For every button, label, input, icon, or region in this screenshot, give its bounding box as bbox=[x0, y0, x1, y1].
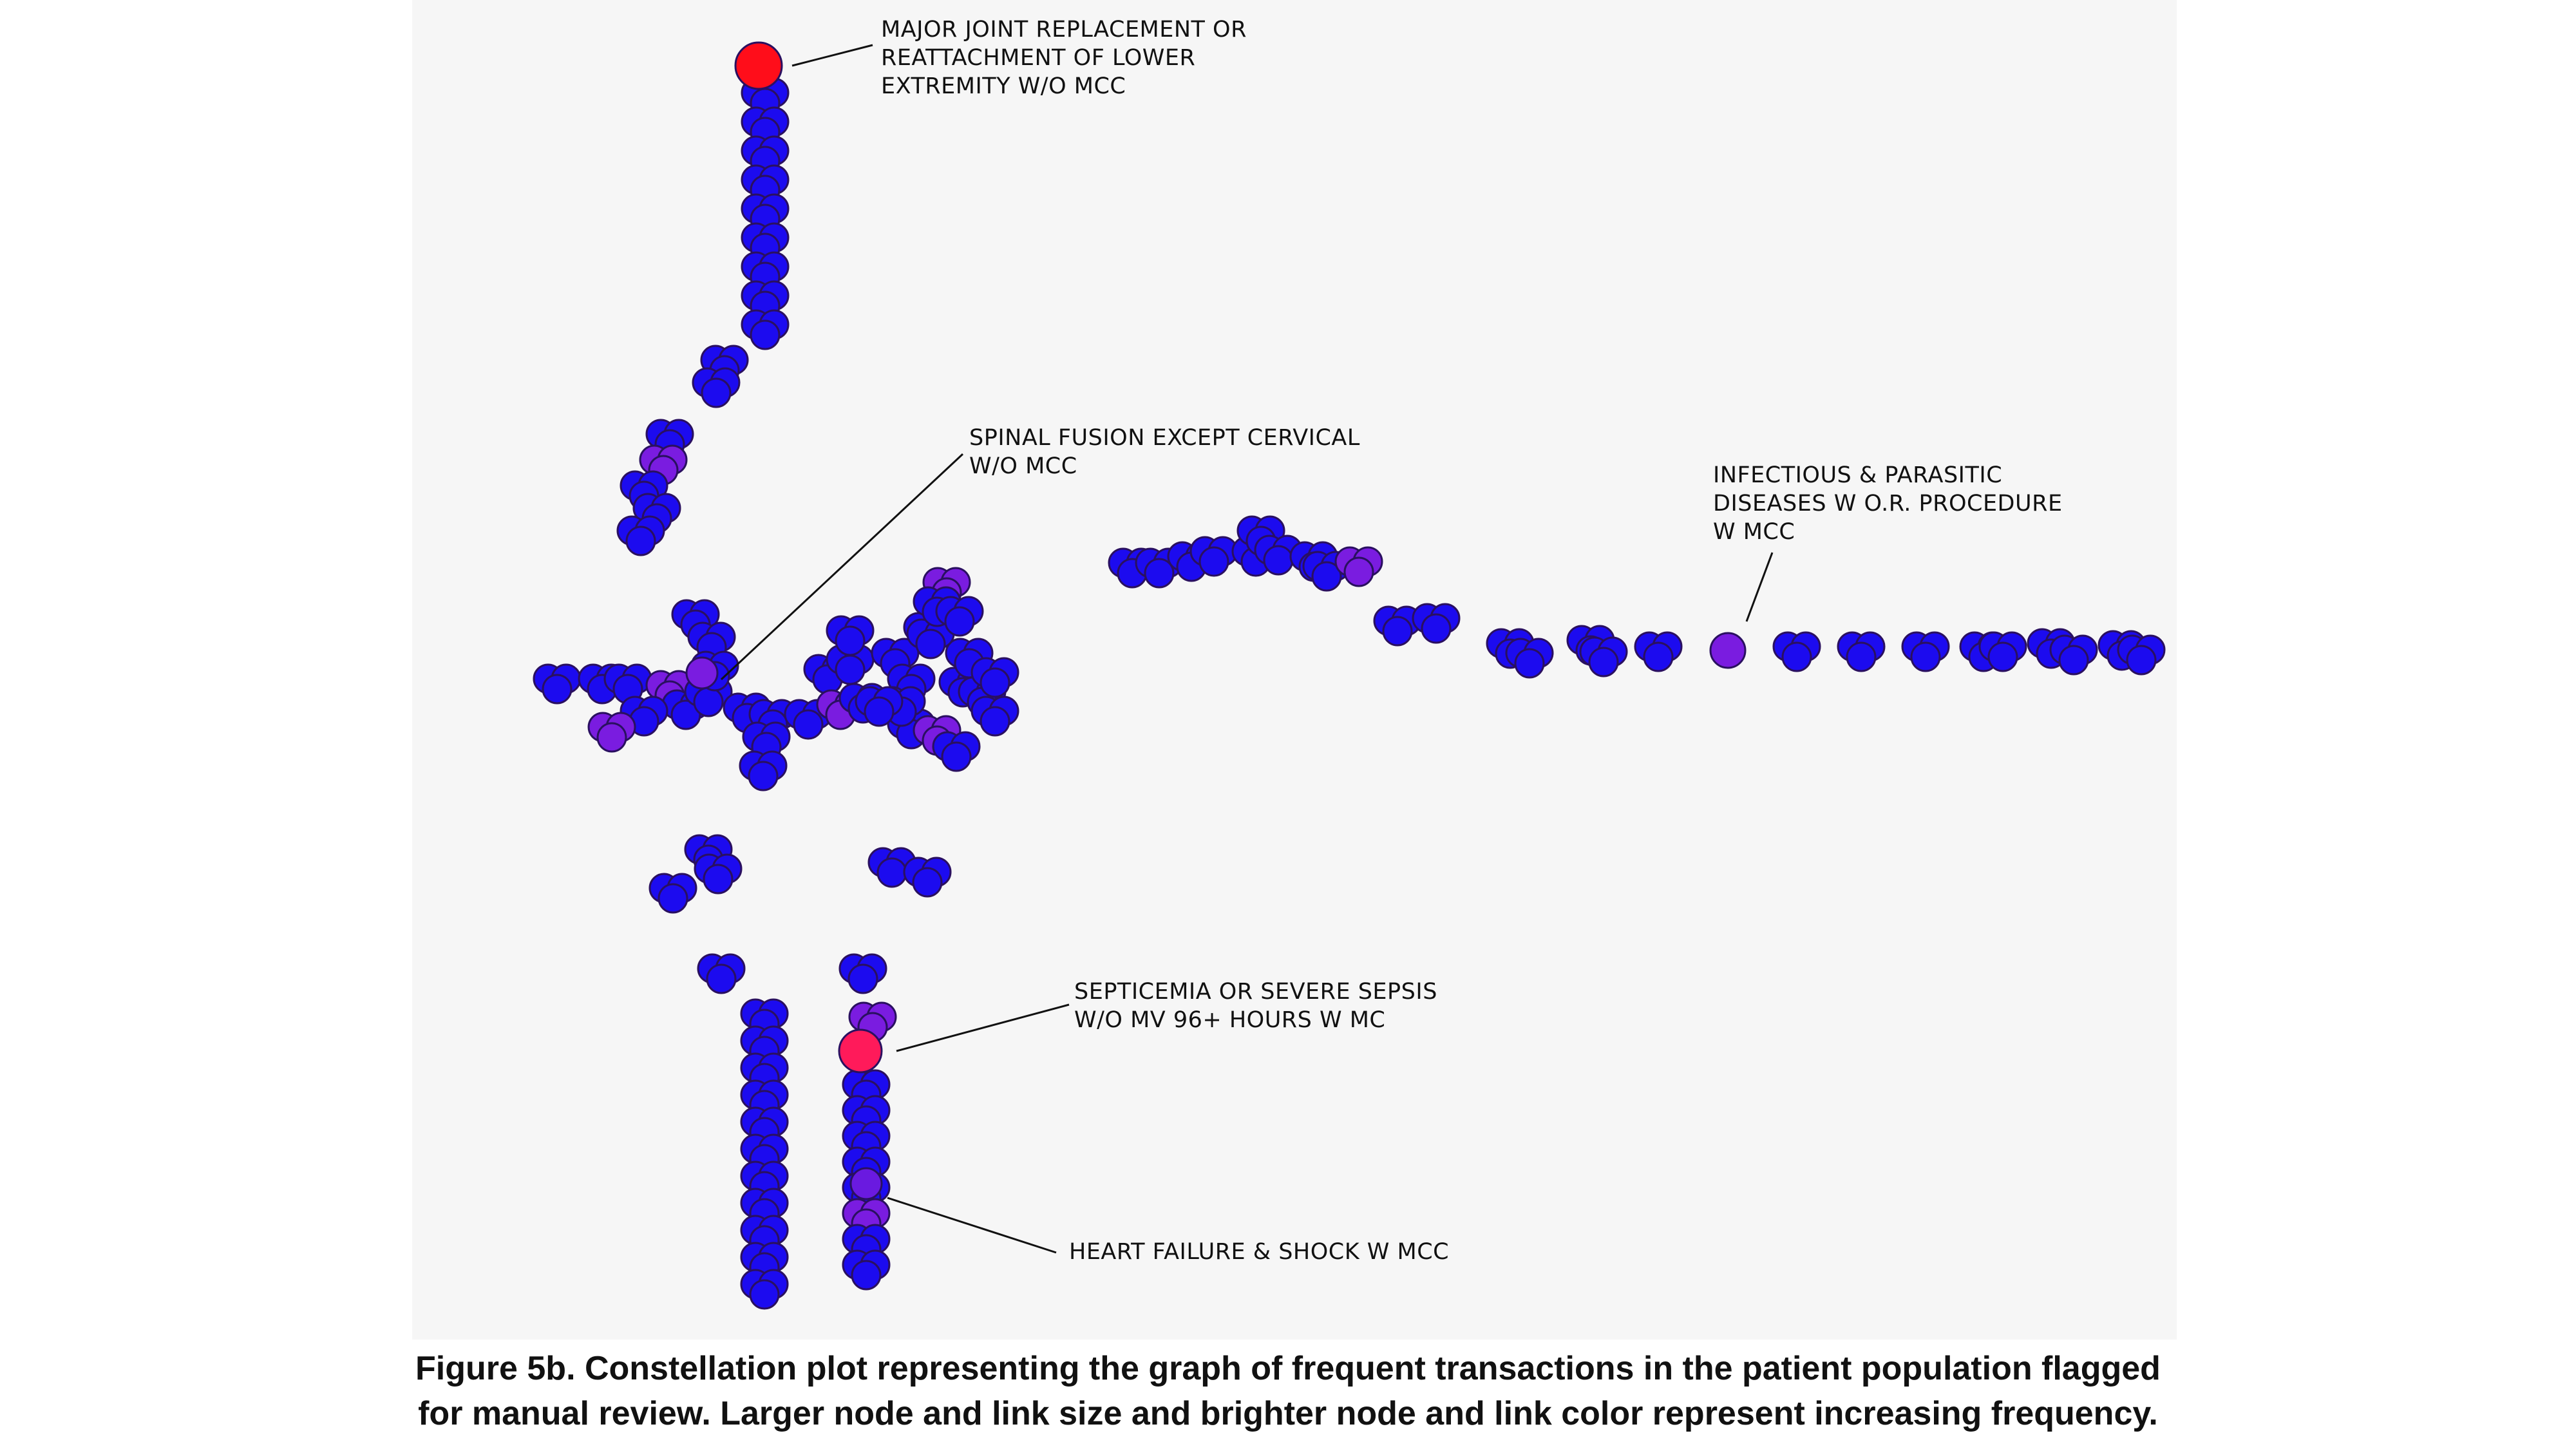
graph-node bbox=[941, 741, 972, 772]
graph-node bbox=[1781, 641, 1812, 672]
node-major-joint bbox=[734, 41, 783, 90]
graph-node bbox=[1910, 641, 1941, 672]
graph-node bbox=[848, 963, 878, 994]
figure-caption: Figure 5b. Constellation plot representi… bbox=[0, 1346, 2576, 1436]
graph-node bbox=[750, 319, 781, 350]
node-spinal-fusion bbox=[685, 656, 719, 690]
graph-node bbox=[596, 722, 627, 753]
annotation-spinal-fusion: SPINAL FUSION EXCEPT CERVICAL W/O MCC bbox=[969, 425, 1360, 479]
graph-node bbox=[1514, 648, 1545, 679]
graph-node bbox=[851, 1260, 882, 1291]
graph-node bbox=[706, 963, 737, 994]
caption-line-2: for manual review. Larger node and link … bbox=[418, 1395, 2158, 1432]
graph-node bbox=[1263, 545, 1294, 576]
graph-node bbox=[1144, 558, 1175, 589]
graph-node bbox=[1382, 616, 1413, 647]
graph-node bbox=[693, 687, 724, 717]
leader-septicemia bbox=[896, 1003, 1070, 1052]
graph-node bbox=[876, 857, 907, 888]
annotation-major-joint: MAJOR JOINT REPLACEMENT OR REATTACHMENT … bbox=[881, 17, 1247, 99]
graph-node bbox=[1343, 556, 1374, 587]
graph-node bbox=[1421, 613, 1452, 644]
graph-node bbox=[2058, 645, 2089, 676]
graph-node bbox=[980, 706, 1010, 737]
constellation-plot bbox=[533, 41, 2166, 1310]
graph-node bbox=[864, 696, 895, 727]
graph-node bbox=[1588, 647, 1619, 677]
annotation-heart-failure: HEART FAILURE & SHOCK W MCC bbox=[1069, 1239, 1450, 1265]
graph-node bbox=[793, 709, 824, 740]
leader-spinal-fusion bbox=[720, 453, 964, 681]
graph-node bbox=[1311, 561, 1342, 592]
leader-lines bbox=[720, 44, 1774, 1254]
graph-node bbox=[1846, 641, 1877, 672]
graph-node bbox=[912, 867, 943, 898]
graph-node bbox=[2126, 645, 2157, 676]
leader-infectious bbox=[1745, 552, 1774, 622]
graph-node bbox=[835, 654, 866, 685]
annotation-septicemia: SEPTICEMIA OR SEVERE SEPSIS W/O MV 96+ H… bbox=[1074, 979, 1437, 1033]
leader-heart-failure bbox=[887, 1197, 1057, 1254]
leader-major-joint bbox=[791, 44, 873, 67]
graph-node bbox=[980, 667, 1010, 698]
graph-node bbox=[703, 864, 734, 895]
graph-node bbox=[749, 1279, 780, 1310]
node-layer bbox=[533, 77, 2166, 1310]
graph-node bbox=[748, 761, 779, 791]
graph-node bbox=[701, 377, 732, 408]
graph-node bbox=[944, 606, 975, 637]
graph-node bbox=[670, 699, 701, 730]
node-septicemia bbox=[838, 1028, 883, 1074]
graph-node bbox=[1643, 641, 1674, 672]
graph-node bbox=[542, 674, 573, 705]
graph-node bbox=[658, 883, 688, 914]
graph-node bbox=[625, 526, 656, 556]
graph-node bbox=[1987, 641, 2018, 672]
node-heart-failure bbox=[849, 1167, 883, 1200]
graph-node bbox=[835, 625, 866, 656]
graph-node bbox=[915, 629, 946, 659]
node-infectious bbox=[1709, 632, 1747, 669]
caption-line-1: Figure 5b. Constellation plot representi… bbox=[415, 1350, 2161, 1387]
highlight-node-layer bbox=[685, 41, 1747, 1200]
graph-node bbox=[1198, 546, 1229, 577]
annotation-infectious: INFECTIOUS & PARASITIC DISEASES W O.R. P… bbox=[1713, 462, 2063, 545]
